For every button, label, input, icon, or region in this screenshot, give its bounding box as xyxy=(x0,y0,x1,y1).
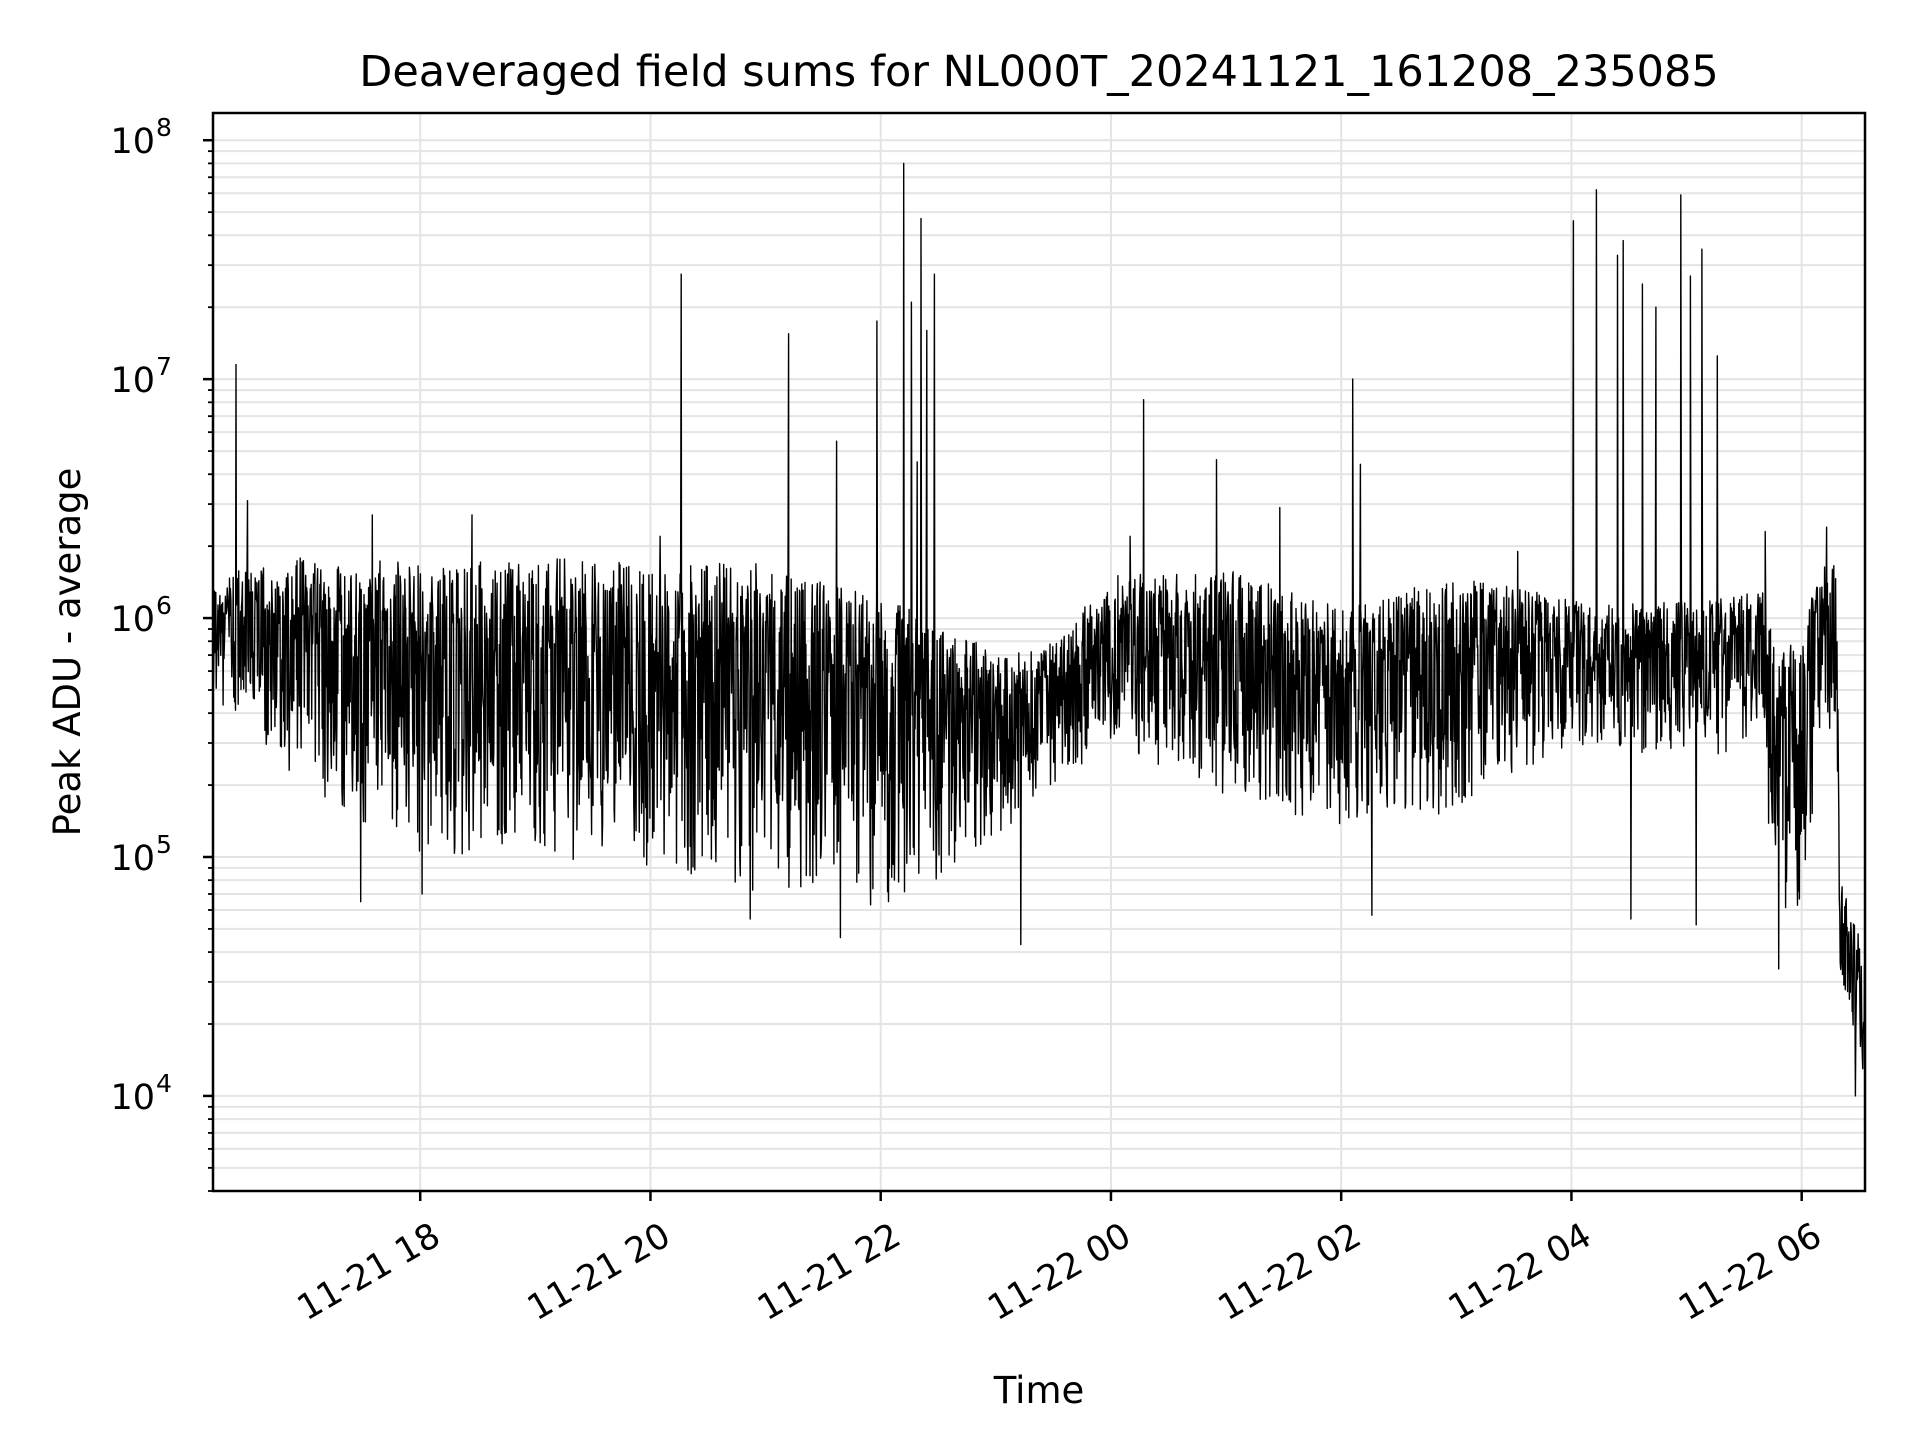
plot-area xyxy=(213,162,1865,1102)
y-tick-exponent: 4 xyxy=(156,1069,172,1098)
y-tick-label: 10 xyxy=(110,1078,155,1118)
y-tick-label: 10 xyxy=(110,839,155,879)
y-tick-label: 10 xyxy=(110,361,155,401)
plot-frame xyxy=(211,111,1867,1193)
y-tick-label: 10 xyxy=(110,600,155,640)
y-tick-exponent: 6 xyxy=(156,591,172,620)
y-tick-exponent: 7 xyxy=(156,352,172,381)
y-tick-exponent: 5 xyxy=(156,830,172,859)
chart-title: Deaveraged field sums for NL000T_2024112… xyxy=(359,47,1719,97)
y-tick-label: 10 xyxy=(110,122,155,162)
series-line xyxy=(213,162,1865,1102)
x-axis-label: Time xyxy=(993,1369,1085,1412)
y-axis-label: Peak ADU - average xyxy=(46,468,89,837)
y-tick-exponent: 8 xyxy=(156,113,172,142)
